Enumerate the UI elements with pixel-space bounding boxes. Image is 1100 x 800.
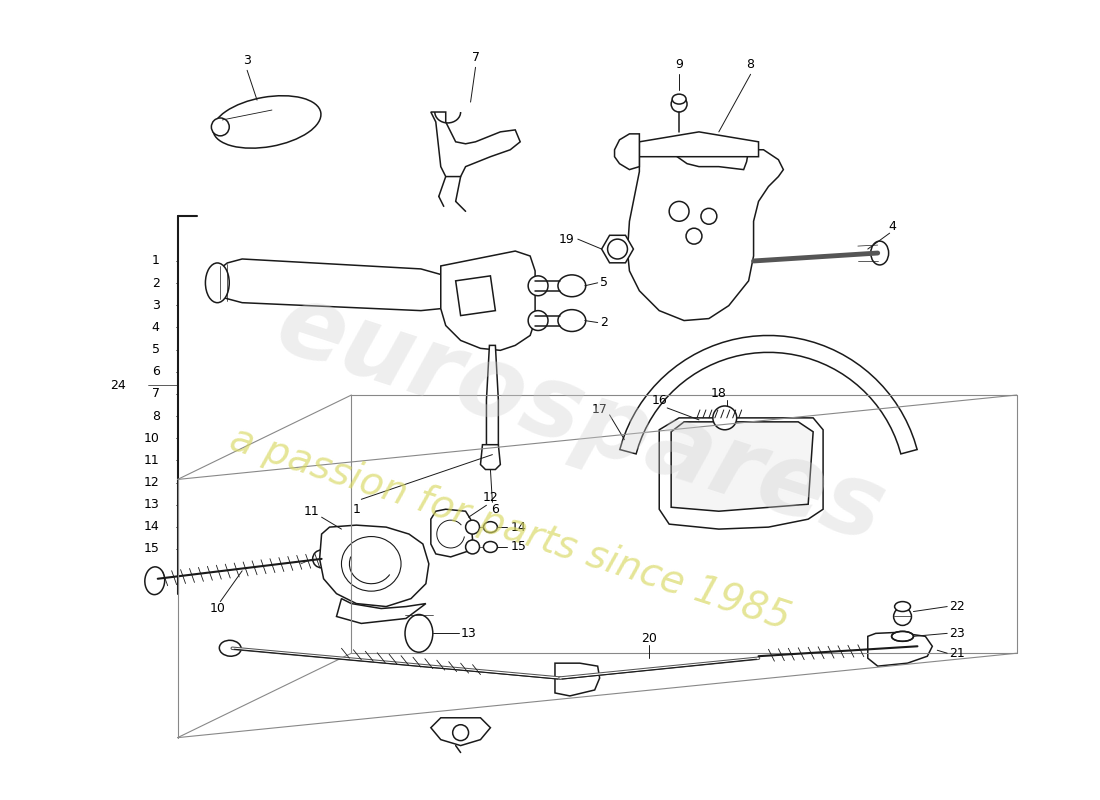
Text: 3: 3 xyxy=(243,54,251,67)
Polygon shape xyxy=(619,335,917,454)
Circle shape xyxy=(465,540,480,554)
Polygon shape xyxy=(431,510,473,557)
Ellipse shape xyxy=(219,640,241,656)
Text: 14: 14 xyxy=(510,521,526,534)
Text: 17: 17 xyxy=(592,403,607,417)
Ellipse shape xyxy=(405,614,432,652)
Ellipse shape xyxy=(672,94,686,104)
Ellipse shape xyxy=(484,542,497,553)
Text: 18: 18 xyxy=(711,386,727,399)
Text: 11: 11 xyxy=(304,505,319,518)
Ellipse shape xyxy=(145,567,165,594)
Text: 19: 19 xyxy=(559,233,575,246)
Text: 4: 4 xyxy=(889,220,896,233)
Circle shape xyxy=(713,406,737,430)
Polygon shape xyxy=(868,632,933,666)
Circle shape xyxy=(701,208,717,224)
Text: 14: 14 xyxy=(144,520,159,534)
Circle shape xyxy=(453,725,469,741)
Circle shape xyxy=(211,118,229,136)
Text: 10: 10 xyxy=(144,432,159,445)
Polygon shape xyxy=(615,134,639,170)
Text: 1: 1 xyxy=(352,502,361,516)
Text: 13: 13 xyxy=(461,627,476,640)
Circle shape xyxy=(528,310,548,330)
Ellipse shape xyxy=(894,602,911,611)
Text: 11: 11 xyxy=(144,454,159,467)
Ellipse shape xyxy=(871,241,889,265)
Text: 6: 6 xyxy=(492,502,499,516)
Circle shape xyxy=(465,520,480,534)
Circle shape xyxy=(686,228,702,244)
Text: 15: 15 xyxy=(510,541,526,554)
Polygon shape xyxy=(671,422,813,511)
Text: 3: 3 xyxy=(152,298,160,312)
Text: 12: 12 xyxy=(483,491,498,504)
Polygon shape xyxy=(627,150,783,321)
Text: 2: 2 xyxy=(152,277,160,290)
Text: 7: 7 xyxy=(152,387,160,400)
Text: eurospares: eurospares xyxy=(264,276,895,564)
Text: 5: 5 xyxy=(600,276,607,290)
Polygon shape xyxy=(320,525,429,606)
Circle shape xyxy=(669,202,689,222)
Circle shape xyxy=(528,276,548,296)
Circle shape xyxy=(312,550,330,568)
Polygon shape xyxy=(431,718,491,746)
Text: 7: 7 xyxy=(472,51,480,64)
Circle shape xyxy=(607,239,627,259)
Ellipse shape xyxy=(213,96,321,148)
Text: 1: 1 xyxy=(152,254,160,267)
Polygon shape xyxy=(481,445,500,470)
Ellipse shape xyxy=(484,522,497,533)
Text: 9: 9 xyxy=(675,58,683,71)
Polygon shape xyxy=(337,598,426,623)
Text: 8: 8 xyxy=(152,410,160,422)
Polygon shape xyxy=(431,112,520,177)
Ellipse shape xyxy=(558,310,586,331)
Text: 23: 23 xyxy=(949,627,965,640)
Text: 2: 2 xyxy=(600,316,607,329)
Polygon shape xyxy=(602,235,634,263)
Text: 5: 5 xyxy=(152,343,160,356)
Polygon shape xyxy=(486,346,498,450)
Polygon shape xyxy=(556,663,600,696)
Text: 10: 10 xyxy=(209,602,226,615)
Text: 24: 24 xyxy=(110,378,126,392)
Circle shape xyxy=(893,607,912,626)
Polygon shape xyxy=(441,251,535,350)
Text: 20: 20 xyxy=(641,632,657,645)
Text: 13: 13 xyxy=(144,498,159,511)
Text: 16: 16 xyxy=(651,394,667,406)
Text: 6: 6 xyxy=(152,366,160,378)
Text: 8: 8 xyxy=(747,58,755,71)
Polygon shape xyxy=(639,132,759,157)
Ellipse shape xyxy=(892,631,913,642)
Polygon shape xyxy=(218,259,455,310)
Text: 12: 12 xyxy=(144,476,159,489)
Polygon shape xyxy=(659,418,823,529)
Text: a passion for parts since 1985: a passion for parts since 1985 xyxy=(226,420,795,638)
Circle shape xyxy=(671,96,688,112)
Text: 21: 21 xyxy=(949,646,965,660)
Text: 4: 4 xyxy=(152,321,160,334)
Text: 15: 15 xyxy=(144,542,159,555)
Text: 22: 22 xyxy=(949,600,965,613)
Ellipse shape xyxy=(558,275,586,297)
Ellipse shape xyxy=(206,263,229,302)
Polygon shape xyxy=(455,276,495,315)
